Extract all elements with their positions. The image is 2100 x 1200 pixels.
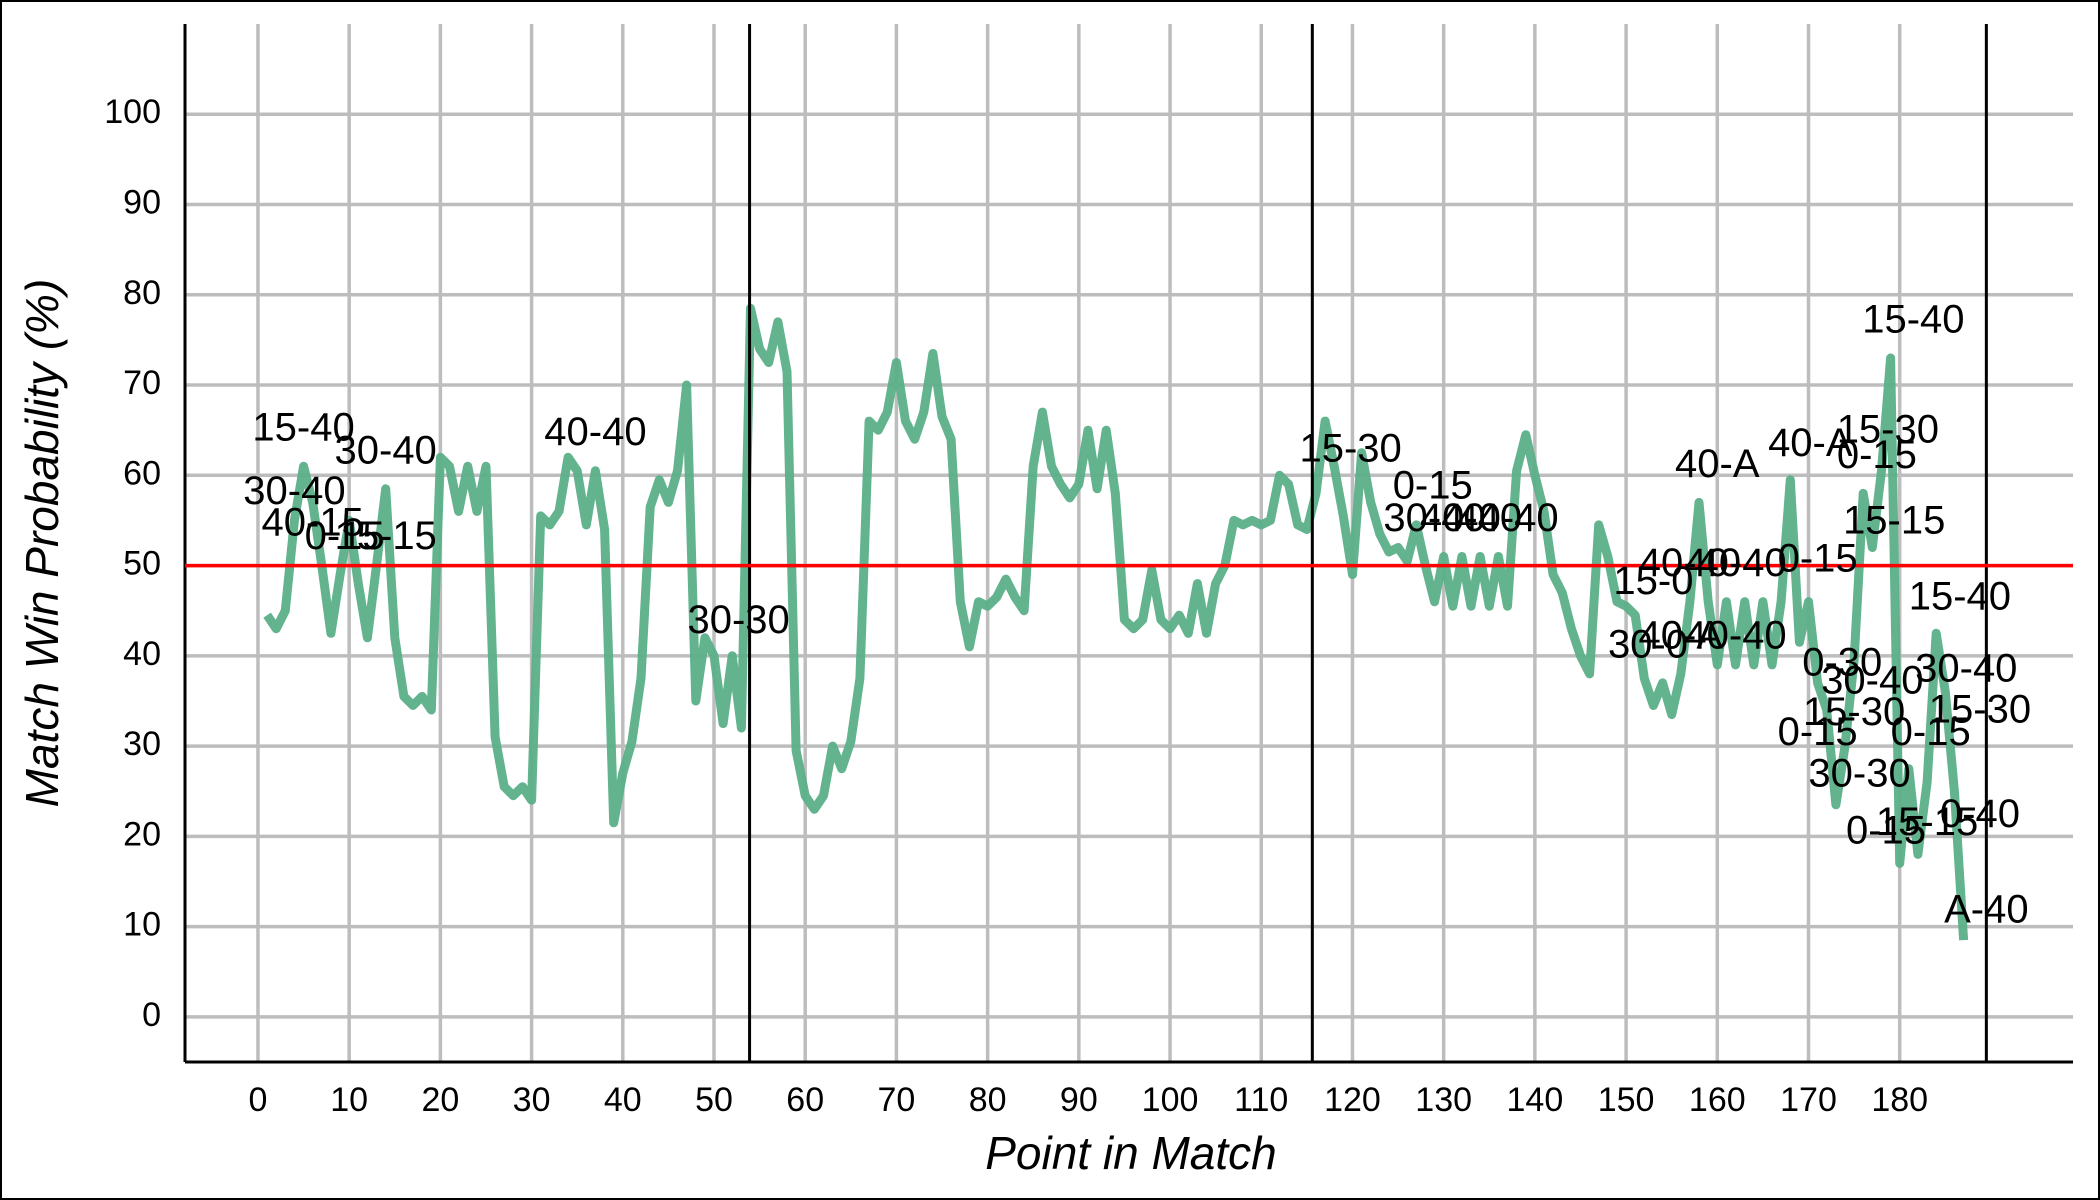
y-tick-label: 50 xyxy=(123,545,161,583)
annotation: 15-30 xyxy=(1299,426,1401,470)
x-tick-label: 60 xyxy=(786,1081,824,1119)
annotation: 0-40 xyxy=(1940,792,2020,836)
x-tick-label: 80 xyxy=(969,1081,1007,1119)
y-tick-label: 70 xyxy=(123,364,161,402)
x-tick-label: 90 xyxy=(1060,1081,1098,1119)
x-tick-label: 150 xyxy=(1598,1081,1655,1119)
x-tick-label: 50 xyxy=(695,1081,733,1119)
x-tick-label: 170 xyxy=(1780,1081,1837,1119)
annotation: 15-15 xyxy=(1843,499,1945,543)
annotation: 30-40 xyxy=(1915,647,2017,691)
x-tick-label: 110 xyxy=(1234,1081,1288,1119)
annotation: 0-15 xyxy=(1393,464,1473,508)
x-tick-label: 10 xyxy=(330,1081,368,1119)
annotation: 40-A xyxy=(1639,613,1724,657)
annotation: 0-15 xyxy=(1778,710,1858,754)
annotation: 15-15 xyxy=(1876,800,1978,844)
annotation: 30-30 xyxy=(1808,751,1910,795)
annotation: 0-30 xyxy=(1802,640,1882,684)
annotation: 15-30 xyxy=(1929,687,2031,731)
y-tick-label: 100 xyxy=(104,93,161,131)
x-tick-label: 140 xyxy=(1507,1081,1564,1119)
annotation: 30-40 xyxy=(1383,496,1485,540)
annotation: 40-15 xyxy=(262,501,364,545)
labels: 0 10 20 30 40 50 60 70 80 90 100 0 10 20 30 40 50 60 70 80 9… xyxy=(104,93,2031,1119)
y-tick-label: 90 xyxy=(123,184,161,222)
y-tick-label: 10 xyxy=(123,906,161,944)
annotation: 40-40 xyxy=(1639,541,1741,585)
y-tick-label: 80 xyxy=(123,274,161,312)
annotation: 30-40 xyxy=(243,469,345,513)
annotation: 0-15 xyxy=(305,514,385,558)
annotation: 0-15 xyxy=(1846,808,1926,852)
annotation: 30-0 xyxy=(1608,622,1688,666)
marks xyxy=(185,24,2073,1062)
annotation: 30-40 xyxy=(335,428,437,472)
x-tick-label: 160 xyxy=(1689,1081,1746,1119)
annotation: 15-40 xyxy=(1862,297,1964,341)
annotation: 40-40 xyxy=(1684,613,1786,657)
annotation: 0-15 xyxy=(1778,537,1858,581)
x-tick-label: 120 xyxy=(1324,1081,1381,1119)
y-tick-label: 30 xyxy=(123,725,161,763)
annotation: 15-15 xyxy=(335,514,437,558)
x-axis-title: Point in Match xyxy=(985,1127,1276,1179)
annotation: 0-15 xyxy=(1891,710,1971,754)
annotation: 15-30 xyxy=(1803,690,1905,734)
x-tick-label: 70 xyxy=(878,1081,916,1119)
x-tick-label: 30 xyxy=(513,1081,551,1119)
y-tick-label: 20 xyxy=(123,815,161,853)
x-tick-label: 20 xyxy=(421,1081,459,1119)
annotation: 15-30 xyxy=(1837,408,1939,452)
annotation: 0-15 xyxy=(1837,433,1917,477)
annotation: 15-40 xyxy=(252,406,354,450)
annotation: 30-40 xyxy=(1821,658,1923,702)
annotation: 40-A xyxy=(1675,442,1760,486)
y-tick-label: 60 xyxy=(123,454,161,492)
x-tick-label: 0 xyxy=(249,1081,268,1119)
y-axis-title: Match Win Probability (%) xyxy=(16,279,68,808)
y-tick-label: 40 xyxy=(123,635,161,673)
annotation: 40-40 xyxy=(544,410,646,454)
annotation: 40-A xyxy=(1768,421,1853,465)
y-tick-label: 0 xyxy=(142,996,161,1034)
x-tick-label: 180 xyxy=(1871,1081,1928,1119)
x-tick-label: 100 xyxy=(1142,1081,1199,1119)
annotation: 15-0 xyxy=(1613,559,1693,603)
annotation: 15-40 xyxy=(1909,575,2011,619)
annotation: A-40 xyxy=(1944,888,2029,932)
series-line xyxy=(263,303,1969,941)
annotation: 40-40 xyxy=(1684,541,1786,585)
x-tick-label: 40 xyxy=(604,1081,642,1119)
annotation: 40-40 xyxy=(1420,496,1522,540)
annotation: 30-30 xyxy=(687,598,789,642)
x-tick-label: 130 xyxy=(1415,1081,1472,1119)
annotation: 40-40 xyxy=(1456,496,1558,540)
